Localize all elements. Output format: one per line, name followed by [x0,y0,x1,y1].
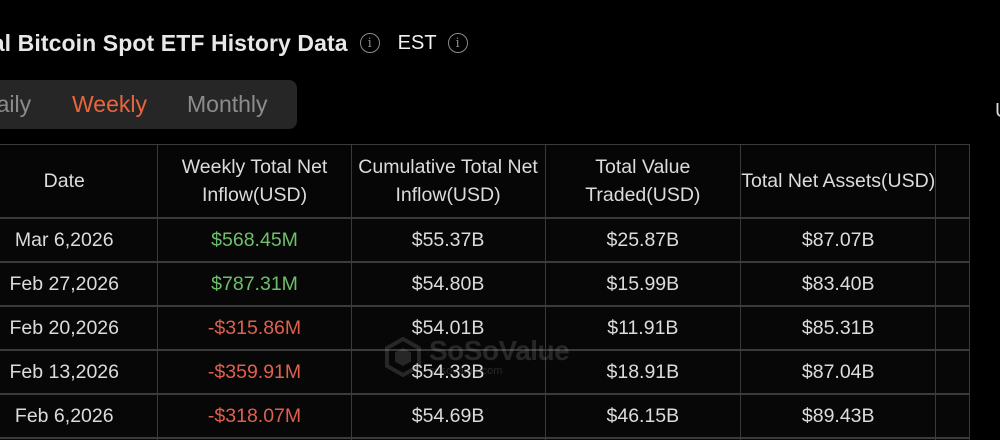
period-segmented-control: Daily Weekly Monthly [0,80,297,129]
cell-weekly-net-inflow: -$359.91M [157,349,352,395]
table-row: Mar 6,2026 $568.45M $55.37B $25.87B $87.… [0,217,970,263]
cell-total-value-traded: $15.99B [544,261,742,307]
table-row: Feb 20,2026 -$315.86M $54.01B $11.91B $8… [0,305,970,351]
cell-total-value-traded: $46.15B [544,393,742,439]
cell-total-net-assets: $87.07B [740,217,937,263]
cell-total-value-traded: $11.91B [544,305,742,351]
cell-clipped [935,305,970,351]
cell-cumulative-net-inflow: $55.37B [350,217,546,263]
table-row: Feb 27,2026 $787.31M $54.80B $15.99B $83… [0,261,970,307]
cell-cumulative-net-inflow: $54.33B [350,349,546,395]
cell-cumulative-net-inflow: $54.80B [350,261,546,307]
etf-history-table: Date Weekly Total Net Inflow(USD) Cumula… [0,144,970,440]
cell-date: Feb 6,2026 [0,393,159,439]
tab-monthly[interactable]: Monthly [187,91,268,117]
tab-daily[interactable]: Daily [0,91,32,117]
cell-total-net-assets: $89.43B [740,393,937,439]
column-header-total-value-traded[interactable]: Total Value Traded(USD) [544,144,742,219]
column-header-clipped [935,144,970,219]
page-title: tal Bitcoin Spot ETF History Data [0,29,348,56]
cell-total-value-traded: $18.91B [544,349,742,395]
timezone-info-icon[interactable]: i [447,33,468,53]
cell-cumulative-net-inflow: $54.01B [350,305,546,351]
cell-total-value-traded: $25.87B [544,217,742,263]
info-icon[interactable]: i [359,33,380,53]
cell-total-net-assets: $83.40B [740,261,937,307]
table-header-row: Date Weekly Total Net Inflow(USD) Cumula… [0,144,970,219]
timezone-label: EST [397,31,437,54]
cell-cumulative-net-inflow: $54.69B [350,393,546,439]
column-header-cumulative-net-inflow[interactable]: Cumulative Total Net Inflow(USD) [350,144,546,219]
cell-clipped [935,393,970,439]
table-row: Feb 13,2026 -$359.91M $54.33B $18.91B $8… [0,349,970,395]
table-row: Feb 6,2026 -$318.07M $54.69B $46.15B $89… [0,393,970,439]
cell-weekly-net-inflow: $787.31M [157,261,352,307]
cell-clipped [935,261,970,307]
cell-date: Mar 6,2026 [0,217,159,263]
header: tal Bitcoin Spot ETF History Data i EST … [0,26,468,60]
cell-date: Feb 27,2026 [0,261,159,307]
column-header-date[interactable]: Date [0,144,159,219]
clipped-control-label[interactable]: U [995,100,1000,123]
cell-clipped [935,217,970,263]
cell-weekly-net-inflow: $568.45M [157,217,352,263]
cell-weekly-net-inflow: -$318.07M [157,393,352,439]
cell-total-net-assets: $85.31B [740,305,937,351]
cell-weekly-net-inflow: -$315.86M [157,305,352,351]
cell-clipped [935,349,970,395]
cell-date: Feb 20,2026 [0,305,159,351]
tab-weekly[interactable]: Weekly [72,91,147,117]
column-header-total-net-assets[interactable]: Total Net Assets(USD) [740,144,937,219]
cell-total-net-assets: $87.04B [740,349,937,395]
column-header-weekly-net-inflow[interactable]: Weekly Total Net Inflow(USD) [157,144,352,219]
table-row-clipped [0,437,970,440]
cell-date: Feb 13,2026 [0,349,159,395]
